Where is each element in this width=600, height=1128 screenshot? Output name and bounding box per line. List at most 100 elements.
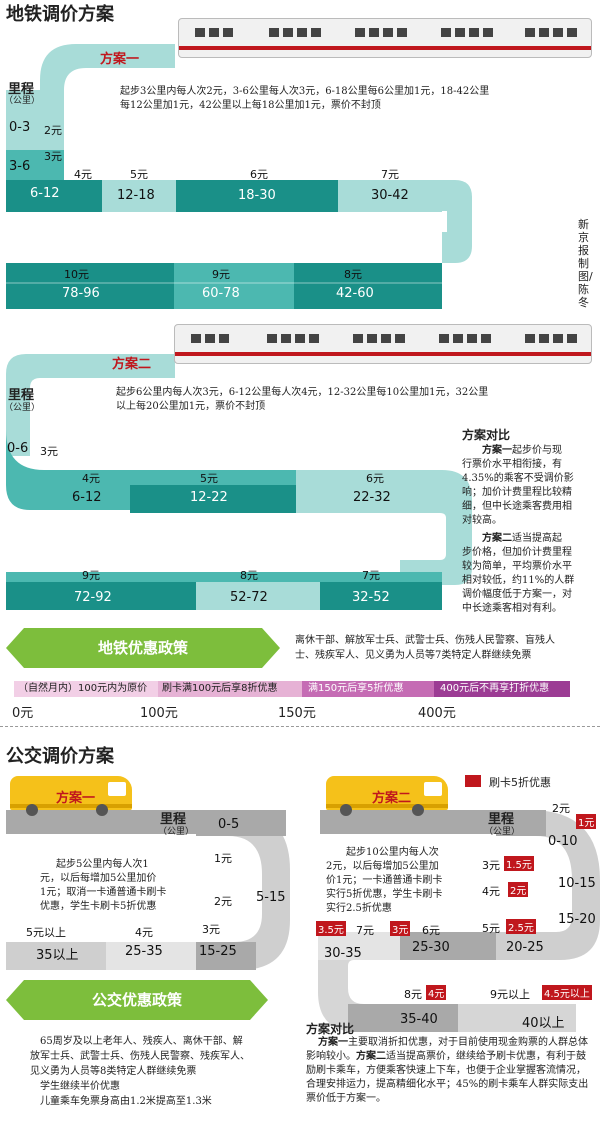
wheel-icon [26, 804, 38, 816]
segment-range: 35-40 [400, 1012, 438, 1027]
compare-line: 起步价与现 [512, 445, 562, 456]
discount-tick: 100元 [140, 706, 178, 721]
desc-line: 2元，以后每增加5公里加 [326, 861, 439, 872]
segment-price: 4元 [135, 926, 153, 939]
compare-p1-text: 主要取消折扣优惠，对于目前使用现金购票的人群总体影响较小。 [306, 1037, 588, 1062]
discount-tier-2: 刷卡满100元后享8折优惠 [158, 681, 302, 697]
segment-price: 8元 [344, 268, 362, 281]
compare-line: 响；加价计费里程比较精 [462, 487, 572, 498]
desc-line: 实行5折优惠，学生卡刷卡 [326, 889, 443, 900]
segment-range: 20-25 [506, 940, 544, 955]
segment-range: 32-52 [352, 590, 390, 605]
segment-price: 4元 [74, 168, 92, 181]
mileage-label: 里程 [8, 82, 35, 97]
segment-price: 7元 [356, 924, 374, 937]
mileage-unit: （公里） [484, 827, 521, 837]
segment-range: 18-30 [238, 188, 276, 203]
discount-line: 离休干部、解放军士兵、武警士兵、伤残人民警察、盲残人 [295, 635, 555, 646]
segment-price: 3元 [482, 859, 500, 872]
compare-line: 步价格，但加价计费里程 [462, 547, 572, 558]
desc-line: 起步3公里内每人次2元，3-6公里每人次3元，6-18公里每6公里加1元，18-… [120, 86, 490, 97]
compare-line: 中长途乘客相对有利。 [462, 603, 562, 614]
card-price: 3元 [390, 921, 411, 936]
segment-range: 6-12 [72, 490, 102, 505]
discount-line: 学生继续半价优惠 [40, 1081, 120, 1092]
desc-line: 实行2.5折优惠 [326, 903, 392, 914]
card-price: 3.5元 [316, 921, 346, 936]
compare-line: 细，但中长途乘客费用相 [462, 501, 572, 512]
compare-line: 适当提高起 [512, 533, 562, 544]
segment-price: 6元 [422, 924, 440, 937]
segment-range: 12-18 [117, 188, 155, 203]
legend-label: 刷卡5折优惠 [489, 776, 551, 789]
discount-line: 儿童乘车免票身高由1.2米提高至1.3米 [40, 1096, 212, 1107]
segment-price: 10元 [64, 268, 89, 281]
segment-range: 52-72 [230, 590, 268, 605]
segment-range: 0-10 [548, 834, 578, 849]
compare-line: 4.35%的乘客不受调价影 [462, 473, 574, 484]
bus-discount-text: 65周岁及以上老年人、残疾人、离休干部、解 放军士兵、武警士兵、伤残人民警察、残… [30, 1034, 290, 1109]
segment-price: 5元 [200, 472, 218, 485]
segment-range: 72-92 [74, 590, 112, 605]
subway-plan1-name: 方案一 [100, 52, 140, 67]
subway-discount-title: 地铁优惠政策 [97, 639, 188, 657]
segment-price: 6元 [366, 472, 384, 485]
wheel-icon [96, 804, 108, 816]
subway-plan2-track [6, 354, 472, 610]
segment-range: 5-15 [256, 890, 286, 905]
segment-range: 42-60 [336, 286, 374, 301]
section-divider [0, 726, 600, 727]
segment-price: 8元 [240, 569, 258, 582]
card-price: 1.5元 [504, 856, 534, 871]
bus-discount-banner [6, 980, 268, 1020]
discount-tier-4: 400元后不再享打折优惠 [434, 681, 570, 697]
segment-price: 9元 [212, 268, 230, 281]
subway-section-title: 地铁调价方案 [6, 4, 114, 25]
segment-price: 5元以上 [26, 926, 66, 939]
compare-line: 较为简单，平均票价水平 [462, 561, 572, 572]
compare-title: 方案对比 [462, 428, 511, 442]
mileage-label: 里程 [488, 812, 515, 827]
discount-tick: 0元 [12, 706, 34, 721]
compare-p2-lead: 方案二 [482, 533, 512, 544]
wheel-icon [412, 804, 424, 816]
desc-line: 1元；取消一卡通普通卡刷卡 [40, 887, 167, 898]
segment-range: 6-12 [30, 186, 60, 201]
segment-range: 0-3 [9, 120, 31, 135]
subway-plan1-track [6, 44, 472, 309]
segment-range: 12-22 [190, 490, 228, 505]
discount-tier-3: 满150元后享5折优惠 [302, 681, 434, 697]
desc-line: 元，以后每增加5公里加价 [40, 873, 157, 884]
compare-line: 对较高。 [462, 515, 502, 526]
desc-line: 以上每20公里加1元，票价不封顶 [116, 401, 266, 412]
mileage-label: 里程 [160, 812, 187, 827]
segment-range: 40以上 [522, 1016, 565, 1031]
bus-section-title: 公交调价方案 [6, 746, 114, 767]
segment-price: 5元 [482, 922, 500, 935]
segment-range: 10-15 [558, 876, 596, 891]
card-price: 2元 [508, 882, 529, 897]
segment-price: 9元以上 [490, 988, 530, 1001]
desc-line: 优惠，学生卡刷卡5折优惠 [40, 901, 157, 912]
segment-range: 30-35 [324, 946, 362, 961]
segment-range: 15-20 [558, 912, 596, 927]
legend-swatch [465, 775, 481, 787]
bus-plan2-name: 方案二 [372, 791, 412, 806]
subway-discount-banner [6, 628, 280, 668]
card-price: 1元 [576, 814, 597, 829]
discount-line: 士、残疾军人、见义勇为人员等7类特定人群继续免票 [295, 650, 532, 661]
mileage-unit: （公里） [4, 403, 41, 413]
bus-discount-title: 公交优惠政策 [91, 991, 182, 1009]
segment-price: 2元 [552, 802, 570, 815]
segment-price: 2元 [44, 124, 62, 137]
compare-p1-lead: 方案一 [318, 1037, 348, 1048]
desc-line: 起步6公里内每人次3元，6-12公里每人次4元，12-32公里每10公里加1元，… [116, 387, 489, 398]
mileage-label: 里程 [8, 388, 35, 403]
segment-range: 60-78 [202, 286, 240, 301]
compare-p2-lead: 方案二 [356, 1051, 386, 1062]
segment-price: 6元 [250, 168, 268, 181]
desc-line: 起步10公里内每人次 [346, 847, 439, 858]
compare-line: 调价幅度低于方案一，对 [462, 589, 572, 600]
card-price: 4元 [426, 985, 447, 1000]
compare-title: 方案对比 [306, 1022, 355, 1036]
